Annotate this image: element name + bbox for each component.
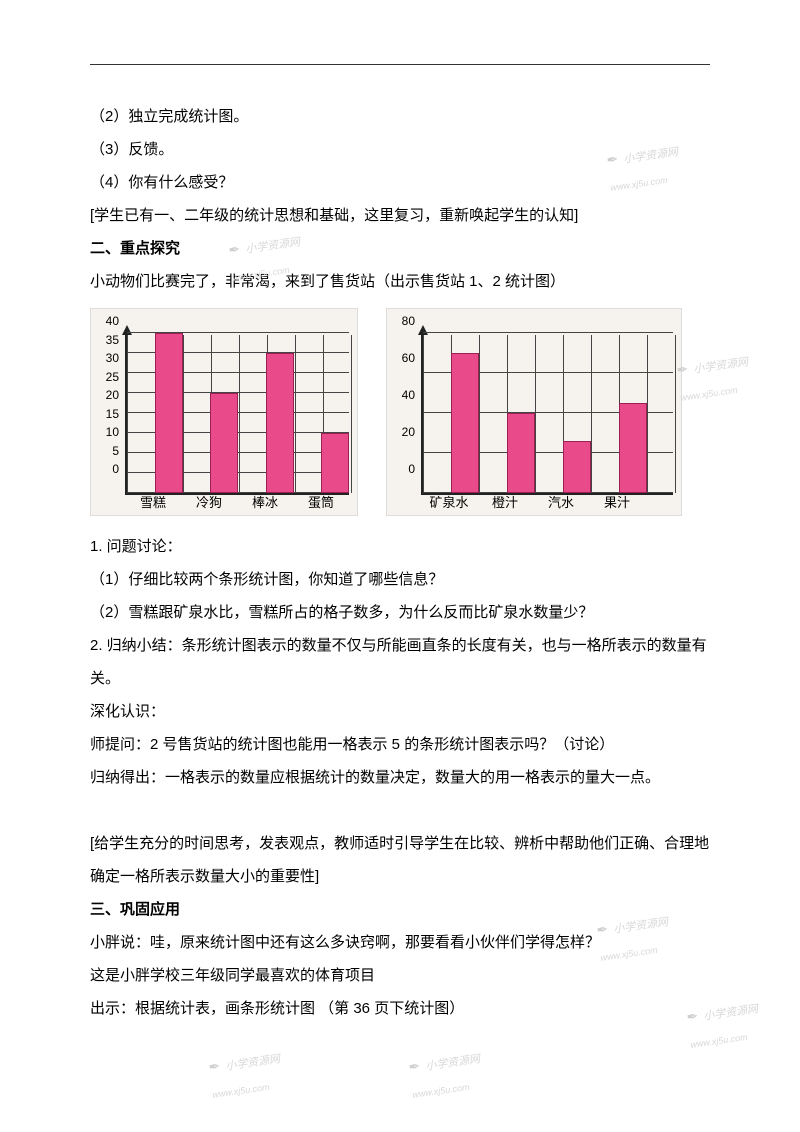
line-item: （2）独立完成统计图。 [90,100,710,133]
watermark: 小学资源网www.xj5u.com [407,1042,486,1106]
chart-1: 40 35 30 25 20 15 10 5 0 雪糕冷狗棒冰蛋筒 [90,308,358,516]
line-item: 小胖说：哇，原来统计图中还有这么多诀窍啊，那要看看小伙伴们学得怎样？ [90,926,710,959]
document-body: （2）独立完成统计图。 （3）反馈。 （4）你有什么感受？ [学生已有一、二年级… [90,100,710,1025]
ytick-label: 15 [95,408,119,420]
bar [266,353,294,493]
charts-row: 40 35 30 25 20 15 10 5 0 雪糕冷狗棒冰蛋筒 80 60 40 20 0 矿泉水橙… [90,308,710,516]
chart-2-xlabels: 矿泉水橙汁汽水果汁 [421,495,673,511]
ytick-label: 80 [391,315,415,327]
page-rule [90,64,710,65]
conclusion-line: 归纳得出：一格表示的数量应根据统计的数量决定，数量大的用一格表示的量大一点。 [90,761,710,794]
deepen-heading: 深化认识： [90,695,710,728]
chart-2-plot [421,335,673,495]
xtick-label: 矿泉水 [421,495,477,511]
bracket-note: [学生已有一、二年级的统计思想和基础，这里复习，重新唤起学生的认知] [90,199,710,232]
line-item: （3）反馈。 [90,133,710,166]
ytick-label: 30 [95,352,119,364]
ytick-label: 60 [391,352,415,364]
y-axis-arrow-icon [122,325,132,335]
ytick-label: 35 [95,334,119,346]
xtick-label: 橙汁 [477,495,533,511]
ytick-label: 10 [95,426,119,438]
chart-2: 80 60 40 20 0 矿泉水橙汁汽水果汁 [386,308,682,516]
question-item: （2）雪糕跟矿泉水比，雪糕所占的格子数多，为什么反而比矿泉水数量少？ [90,596,710,629]
line-item: （4）你有什么感受？ [90,166,710,199]
ytick-label: 25 [95,371,119,383]
xtick-label: 汽水 [533,495,589,511]
xtick-label: 蛋筒 [293,495,349,511]
chart-1-xlabels: 雪糕冷狗棒冰蛋筒 [125,495,349,511]
xtick-label: 冷狗 [181,495,237,511]
ytick-label: 20 [95,389,119,401]
bar [507,413,535,493]
line-item: 这是小胖学校三年级同学最喜欢的体育项目 [90,959,710,992]
ytick-label: 40 [391,389,415,401]
y-axis-arrow-icon [418,325,428,335]
teacher-question: 师提问：2 号售货站的统计图也能用一格表示 5 的条形统计图表示吗？（讨论） [90,728,710,761]
ytick-label: 0 [391,463,415,475]
bar [619,403,647,493]
summary-line: 2. 归纳小结：条形统计图表示的数量不仅与所能画直条的长度有关，也与一格所表示的… [90,629,710,695]
xtick-label: 雪糕 [125,495,181,511]
watermark: 小学资源网www.xj5u.com [207,1042,286,1106]
bracket-note: [给学生充分的时间思考，发表观点，教师适时引导学生在比较、辨析中帮助他们正确、合… [90,827,710,893]
section-heading: 三、巩固应用 [90,893,710,926]
bar [155,333,183,493]
xtick-label: 果汁 [589,495,645,511]
ytick-label: 20 [391,426,415,438]
line-item: 小动物们比赛完了，非常渴，来到了售货站（出示售货站 1、2 统计图） [90,265,710,298]
bar [210,393,238,493]
ytick-label: 5 [95,445,119,457]
chart-2-plot-area: 80 60 40 20 0 [391,315,673,495]
bar [451,353,479,493]
discussion-heading: 1. 问题讨论： [90,530,710,563]
chart-1-yaxis: 40 35 30 25 20 15 10 5 0 [95,315,123,475]
chart-1-plot-area: 40 35 30 25 20 15 10 5 0 [95,315,349,495]
bar [563,441,591,493]
question-item: （1）仔细比较两个条形统计图，你知道了哪些信息？ [90,563,710,596]
ytick-label: 0 [95,463,119,475]
xtick-label: 棒冰 [237,495,293,511]
chart-2-yaxis: 80 60 40 20 0 [391,315,419,475]
bar [321,433,349,493]
section-heading: 二、重点探究 [90,232,710,265]
ytick-label: 40 [95,315,119,327]
chart-1-plot [125,335,349,495]
line-item: 出示：根据统计表，画条形统计图 （第 36 页下统计图） [90,992,710,1025]
